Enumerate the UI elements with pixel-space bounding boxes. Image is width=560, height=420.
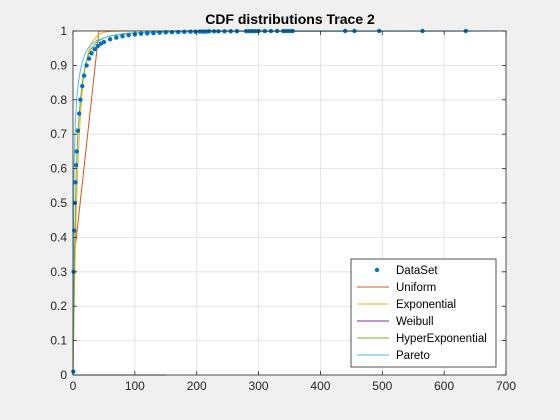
legend-marker-dataset xyxy=(374,267,380,273)
data-point xyxy=(86,56,92,61)
data-point xyxy=(175,29,181,35)
data-point xyxy=(80,83,85,89)
x-tick-label: 500 xyxy=(372,379,392,393)
x-tick-label: 700 xyxy=(496,379,516,393)
x-tick-label: 100 xyxy=(125,379,145,393)
data-point xyxy=(81,73,87,78)
data-point xyxy=(78,97,83,103)
data-point xyxy=(114,35,119,40)
data-point xyxy=(138,31,144,36)
y-tick-label: 0.9 xyxy=(50,58,67,72)
y-tick-label: 0.4 xyxy=(50,230,67,244)
legend-label-dataset: DataSet xyxy=(396,265,438,277)
y-tick-label: 1 xyxy=(60,24,67,38)
data-point xyxy=(73,180,78,185)
data-point xyxy=(84,63,89,68)
y-tick-label: 0.7 xyxy=(50,127,67,141)
data-point xyxy=(188,29,193,34)
data-point xyxy=(126,32,131,38)
data-point xyxy=(73,162,79,168)
data-point xyxy=(75,128,81,133)
y-tick-label: 0.2 xyxy=(50,299,67,313)
x-tick-label: 200 xyxy=(187,379,207,393)
chart-title: CDF distributions Trace 2 xyxy=(205,11,375,27)
x-tick-label: 600 xyxy=(434,379,454,393)
legend-label-weibull: Weibull xyxy=(396,316,434,328)
data-point xyxy=(74,149,79,154)
data-point xyxy=(200,29,206,34)
data-point xyxy=(120,33,125,39)
data-point xyxy=(95,43,100,49)
legend-box xyxy=(350,258,497,368)
data-point xyxy=(76,111,82,116)
legend-label-uniform: Uniform xyxy=(396,282,436,294)
data-point xyxy=(197,29,203,34)
legend: DataSet Uniform Exponential Weibull HyperExp… xyxy=(350,258,497,368)
x-tick-label: 300 xyxy=(249,379,269,393)
y-tick-label: 0.8 xyxy=(50,93,67,107)
y-tick-label: 0.1 xyxy=(50,334,67,348)
data-point xyxy=(101,39,107,45)
data-point xyxy=(157,30,162,35)
y-tick-label: 0.3 xyxy=(50,265,67,279)
x-tick-label: 0 xyxy=(70,379,77,393)
data-point xyxy=(89,51,94,56)
legend-label-hyperexponential: HyperExponential xyxy=(396,333,487,345)
y-tick-label: 0 xyxy=(60,368,67,382)
x-tick-label: 400 xyxy=(310,379,330,393)
y-tick-label: 0.6 xyxy=(50,162,67,176)
ticks: 0 100 200 300 400 500 600 700 0 0.1 0.2 0.3 0.4 0.5 0.… xyxy=(50,24,516,393)
legend-label-exponential: Exponential xyxy=(396,299,456,311)
data-point xyxy=(92,47,97,52)
data-point xyxy=(145,31,150,36)
data-point xyxy=(151,30,156,36)
data-point xyxy=(107,37,113,42)
legend-label-pareto: Pareto xyxy=(396,350,430,362)
series-layer xyxy=(71,28,507,376)
data-point xyxy=(182,29,187,35)
y-tick-label: 0.5 xyxy=(50,196,67,210)
